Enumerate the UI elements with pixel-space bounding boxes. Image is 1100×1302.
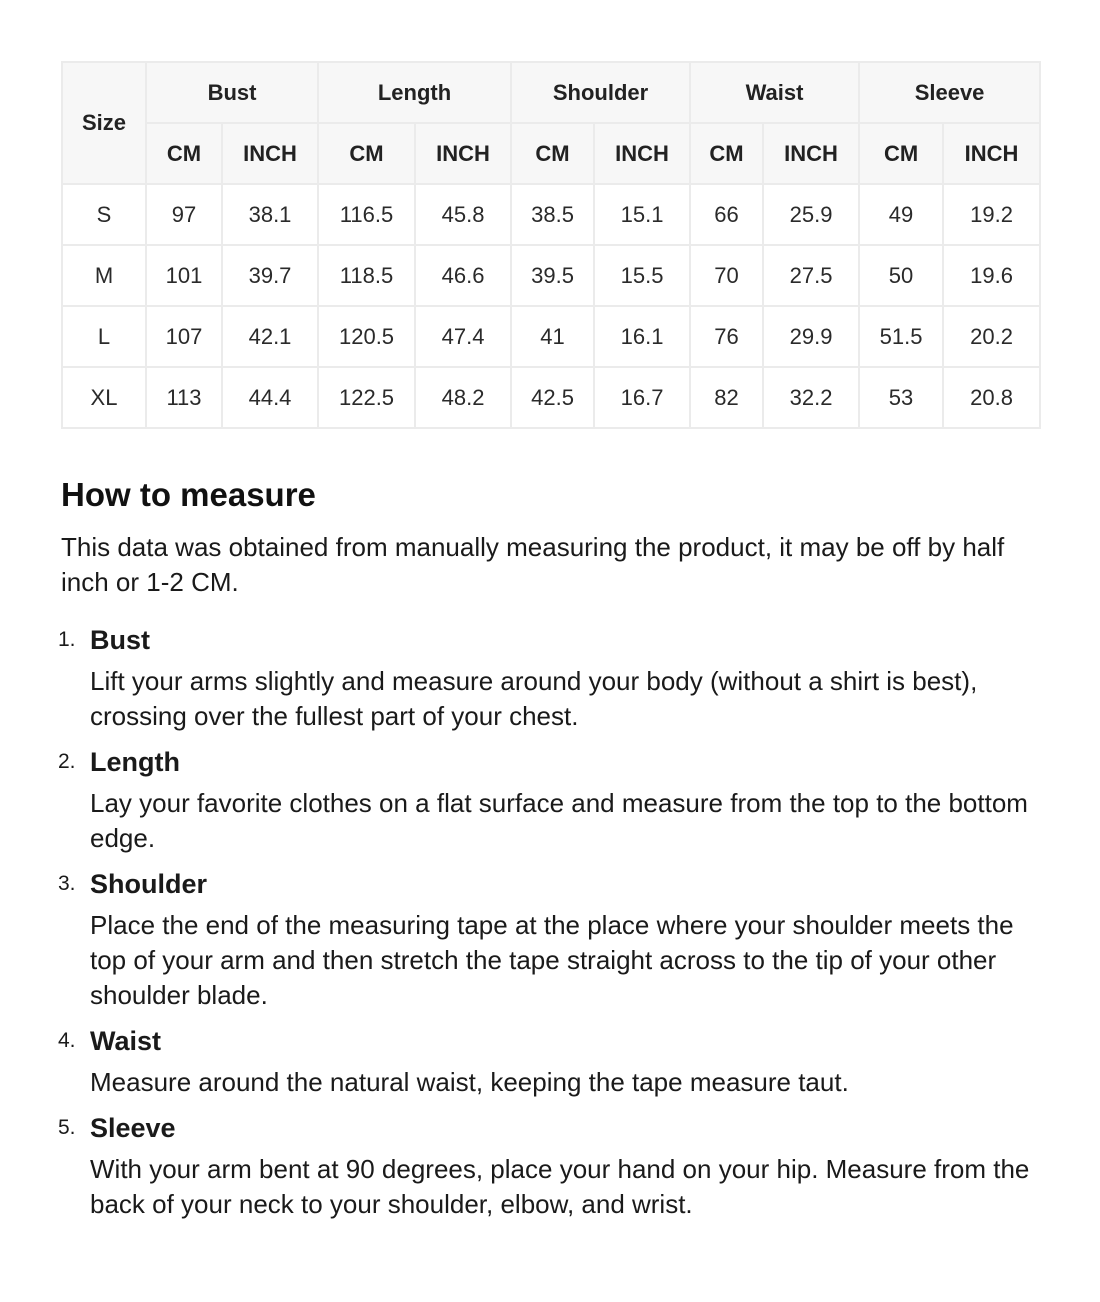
step-title: Waist — [90, 1026, 162, 1056]
table-cell: 118.5 — [317, 244, 417, 307]
table-cell: 16.7 — [593, 366, 692, 429]
unit-header: INCH — [942, 122, 1042, 185]
table-cell: 122.5 — [317, 366, 417, 429]
table-cell: 38.1 — [220, 183, 320, 246]
table-cell: 46.6 — [414, 244, 513, 307]
step-text: Lift your arms slightly and measure arou… — [90, 666, 978, 731]
unit-header: CM — [510, 122, 596, 185]
unit-header: CM — [858, 122, 945, 185]
unit-header: INCH — [220, 122, 320, 185]
measure-steps: 1. Bust Lift your arms slightly and measur… — [0, 620, 1050, 1230]
table-cell: 42.5 — [510, 366, 596, 429]
table-row: L 107 42.1 120.5 47.4 41 16.1 76 29.9 51.5 20.2 — [61, 305, 1042, 368]
table-cell: 38.5 — [510, 183, 596, 246]
step-number: 5. — [58, 1116, 76, 1139]
table-cell: 29.9 — [762, 305, 861, 368]
table-row: M 101 39.7 118.5 46.6 39.5 15.5 70 27.5 50 19.6 — [61, 244, 1042, 307]
step-title: Sleeve — [90, 1113, 176, 1143]
size-header: Size — [61, 61, 147, 185]
step-number: 1. — [58, 628, 76, 651]
step-item: 1. Bust Lift your arms slightly and measur… — [0, 620, 1050, 734]
step-number: 2. — [58, 750, 76, 773]
step-text: Measure around the natural waist, keepin… — [90, 1067, 849, 1097]
table-cell: 50 — [858, 244, 945, 307]
unit-header: INCH — [593, 122, 692, 185]
group-header: Waist — [689, 61, 861, 124]
table-cell: 53 — [858, 366, 945, 429]
table-cell: 49 — [858, 183, 945, 246]
step-text: Place the end of the measuring tape at t… — [90, 910, 1014, 1010]
table-cell: 39.7 — [220, 244, 320, 307]
step-title: Shoulder — [90, 869, 208, 899]
step-number: 4. — [58, 1029, 76, 1052]
table-cell: 97 — [145, 183, 223, 246]
table-row: S 97 38.1 116.5 45.8 38.5 15.1 66 25.9 49 19.2 — [61, 183, 1042, 246]
table-cell: 25.9 — [762, 183, 861, 246]
table-cell: 16.1 — [593, 305, 692, 368]
step-item: 3. Shoulder Place the end of the measuring… — [0, 864, 1050, 1013]
page-title: How to measure — [61, 476, 316, 513]
intro-text: This data was obtained from manually mea… — [61, 532, 1005, 597]
table-cell: 120.5 — [317, 305, 417, 368]
table-cell: 107 — [145, 305, 223, 368]
group-header: Bust — [144, 61, 320, 124]
table-cell: 19.6 — [942, 244, 1042, 307]
table-cell: 39.5 — [510, 244, 596, 307]
unit-header: CM — [317, 122, 417, 185]
unit-header: CM — [145, 122, 223, 185]
size-cell: L — [61, 305, 147, 368]
table-cell: 27.5 — [762, 244, 861, 307]
size-chart-table: Size Bust Length Shoulder Waist Sleeve CM INCH C… — [61, 61, 1042, 429]
size-cell: S — [61, 183, 147, 246]
size-cell: XL — [61, 366, 147, 429]
table-cell: 76 — [689, 305, 765, 368]
unit-header: INCH — [762, 122, 861, 185]
group-header: Length — [317, 61, 513, 124]
table-cell: 20.8 — [942, 366, 1042, 429]
step-text: Lay your favorite clothes on a flat surf… — [90, 788, 1028, 853]
step-item: 4. Waist Measure around the natural waist,… — [0, 1021, 1050, 1100]
step-item: 2. Length Lay your favorite clothes on a f… — [0, 742, 1050, 856]
table-cell: 44.4 — [220, 366, 320, 429]
table-cell: 20.2 — [942, 305, 1042, 368]
group-header: Sleeve — [858, 61, 1042, 124]
table-cell: 101 — [145, 244, 223, 307]
table-cell: 45.8 — [414, 183, 513, 246]
table-cell: 47.4 — [414, 305, 513, 368]
table-cell: 82 — [689, 366, 765, 429]
step-title: Bust — [90, 625, 150, 655]
table-cell: 51.5 — [858, 305, 945, 368]
table-cell: 42.1 — [220, 305, 320, 368]
table-cell: 19.2 — [942, 183, 1042, 246]
table-cell: 70 — [689, 244, 765, 307]
table-cell: 116.5 — [317, 183, 417, 246]
unit-header: INCH — [414, 122, 513, 185]
table-cell: 15.5 — [593, 244, 692, 307]
unit-header: CM — [689, 122, 765, 185]
table-cell: 113 — [145, 366, 223, 429]
table-cell: 66 — [689, 183, 765, 246]
table-cell: 15.1 — [593, 183, 692, 246]
size-cell: M — [61, 244, 147, 307]
step-item: 5. Sleeve With your arm bent at 90 degrees… — [0, 1108, 1050, 1222]
table-cell: 32.2 — [762, 366, 861, 429]
step-text: With your arm bent at 90 degrees, place … — [90, 1154, 1030, 1219]
step-title: Length — [90, 747, 180, 777]
step-number: 3. — [58, 872, 76, 895]
group-header: Shoulder — [510, 61, 692, 124]
table-cell: 41 — [510, 305, 596, 368]
table-row: XL 113 44.4 122.5 48.2 42.5 16.7 82 32.2 53 20.8 — [61, 366, 1042, 429]
table-cell: 48.2 — [414, 366, 513, 429]
